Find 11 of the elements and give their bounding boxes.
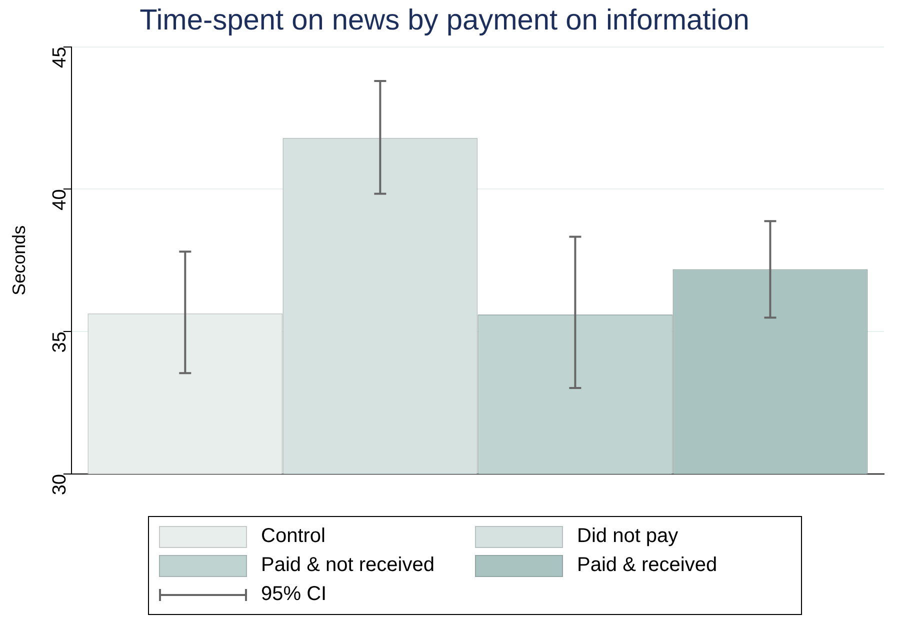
legend-label: Did not pay — [577, 525, 678, 548]
y-tick-label: 45 — [50, 46, 71, 68]
y-axis-title: Seconds — [8, 225, 29, 296]
chart-title: Time-spent on news by payment on information — [140, 4, 750, 36]
legend-label: Control — [261, 525, 326, 548]
text: 95% CI — [261, 583, 327, 606]
legend-label: Paid & not received — [261, 554, 434, 577]
y-tick-label: 40 — [50, 189, 71, 210]
y-tick-label: 30 — [50, 474, 71, 496]
legend-label: Paid & received — [577, 554, 718, 577]
y-tick-label: 35 — [50, 332, 71, 353]
